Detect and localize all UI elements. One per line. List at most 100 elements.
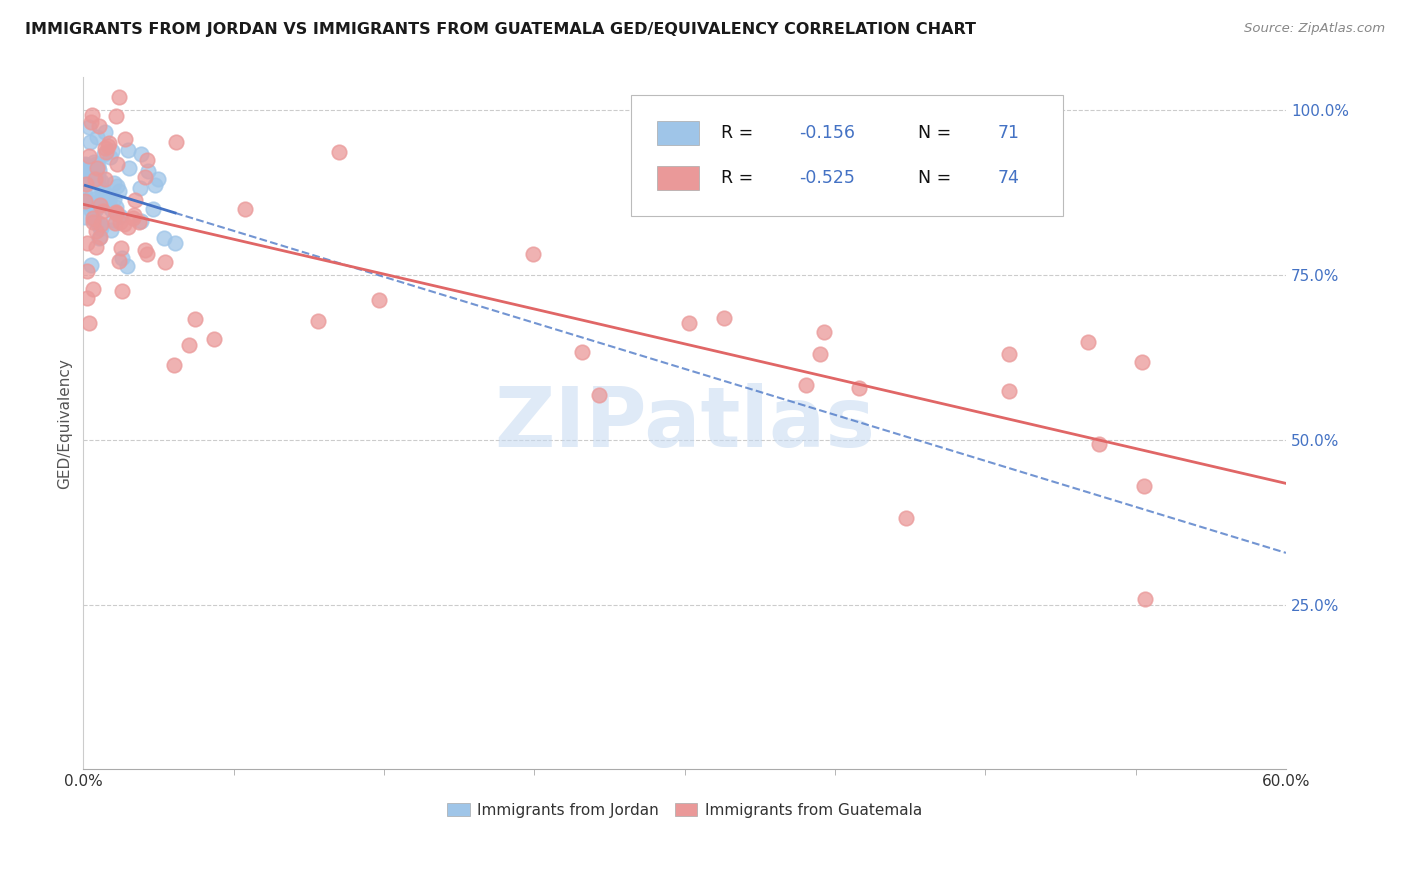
Point: [90, 217, 112, 231]
Point: [165, 135, 187, 149]
Point: [117, 220, 139, 235]
Point: [87, 163, 110, 178]
Point: [80, 203, 103, 218]
Point: [93, 147, 115, 161]
Point: [90, 197, 112, 211]
Point: [129, 214, 152, 228]
Point: [75, 187, 97, 202]
Point: [75, 158, 97, 172]
Point: [128, 215, 150, 229]
Point: [1135, 592, 1157, 607]
Point: [77, 167, 100, 181]
Point: [108, 90, 131, 104]
Point: [129, 181, 152, 195]
Point: [94, 141, 117, 155]
Text: IMMIGRANTS FROM JORDAN VS IMMIGRANTS FROM GUATEMALA GED/EQUIVALENCY CORRELATION : IMMIGRANTS FROM JORDAN VS IMMIGRANTS FRO…: [25, 22, 976, 37]
Point: [98, 136, 121, 150]
Point: [142, 202, 165, 217]
Point: [83, 213, 105, 227]
Point: [105, 179, 128, 194]
Point: [813, 326, 835, 340]
Point: [136, 163, 159, 178]
Point: [77, 149, 100, 163]
Point: [114, 132, 136, 146]
Text: ZIPatlas: ZIPatlas: [494, 383, 875, 464]
Point: [83, 159, 105, 173]
Point: [121, 211, 143, 226]
Point: [110, 240, 132, 254]
Point: [328, 145, 350, 160]
Point: [76, 163, 98, 178]
Point: [82, 283, 104, 297]
Point: [84, 157, 107, 171]
Point: [84, 240, 107, 254]
Point: [588, 388, 610, 402]
Point: [87, 172, 110, 186]
Point: [87, 231, 110, 245]
Point: [894, 510, 917, 524]
Point: [848, 381, 870, 395]
Point: [153, 255, 176, 269]
Point: [997, 347, 1019, 361]
Point: [83, 155, 105, 169]
Point: [103, 192, 125, 206]
Point: [75, 157, 97, 171]
FancyBboxPatch shape: [630, 95, 1063, 216]
Point: [89, 195, 111, 210]
Point: [794, 378, 817, 392]
Point: [77, 120, 100, 135]
Point: [83, 211, 105, 226]
Point: [86, 161, 108, 175]
Point: [104, 204, 127, 219]
Point: [184, 311, 207, 326]
Point: [165, 235, 187, 250]
Point: [94, 125, 117, 139]
Point: [89, 219, 111, 233]
Point: [104, 109, 127, 123]
Point: [368, 293, 391, 307]
Point: [90, 182, 112, 196]
Point: [79, 135, 101, 149]
Point: [84, 165, 107, 179]
Point: [307, 314, 329, 328]
Point: [82, 183, 104, 197]
Point: [129, 147, 152, 161]
Point: [89, 229, 111, 244]
Point: [82, 198, 104, 212]
Text: -0.156: -0.156: [799, 124, 855, 142]
Point: [76, 236, 98, 251]
Point: [233, 202, 256, 217]
Point: [105, 206, 128, 220]
Point: [108, 215, 131, 229]
Point: [111, 252, 134, 266]
Point: [104, 200, 127, 214]
Point: [103, 176, 125, 190]
Point: [97, 139, 120, 153]
Point: [75, 194, 97, 209]
Point: [86, 130, 108, 145]
Point: [80, 108, 103, 122]
Point: [117, 143, 139, 157]
Point: [108, 209, 131, 223]
Point: [100, 202, 122, 216]
Point: [80, 166, 103, 180]
Point: [134, 169, 156, 184]
Bar: [657, 166, 699, 190]
Text: -0.525: -0.525: [799, 169, 855, 186]
Point: [100, 223, 122, 237]
Point: [101, 144, 124, 158]
Point: [75, 161, 97, 176]
Point: [101, 213, 124, 227]
Point: [522, 246, 544, 260]
Point: [87, 216, 110, 230]
Point: [75, 161, 97, 176]
Point: [93, 171, 115, 186]
Point: [94, 193, 117, 207]
Point: [105, 157, 128, 171]
Point: [80, 258, 103, 272]
Point: [118, 161, 141, 176]
Point: [91, 203, 114, 218]
Point: [808, 347, 831, 361]
Point: [83, 193, 105, 207]
Point: [89, 198, 111, 212]
